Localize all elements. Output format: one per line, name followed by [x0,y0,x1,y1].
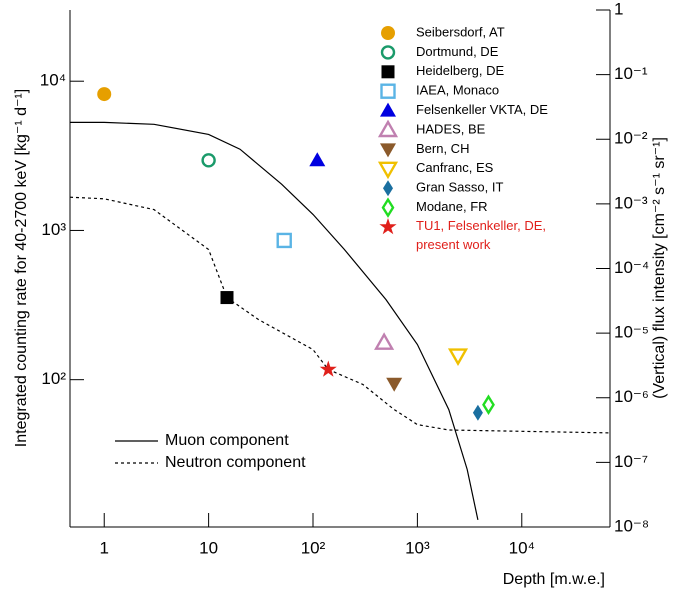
legend-marker [381,197,395,218]
y2-tick-label: 10⁻⁸ [614,516,649,535]
data-point [309,152,326,167]
y2-tick-label: 10⁻⁵ [614,323,649,342]
legend-marker [380,143,396,158]
legend-label: Canfranc, ES [416,160,494,175]
legend-label: Felsenkeller VKTA, DE [416,102,548,117]
legend-marker [379,218,397,235]
legend-label: Seibersdorf, AT [416,24,505,39]
data-point [319,360,337,377]
y2-tick-label: 10⁻² [614,129,648,148]
y2-tick-label: 10⁻¹ [614,64,648,83]
y-tick-label: 10⁴ [40,71,66,90]
y2-tick-label: 10⁻⁶ [614,387,649,406]
curve [70,196,610,434]
legend-marker [380,45,396,60]
legend-label: Dortmund, DE [416,44,499,59]
legend-marker [377,119,399,138]
y2-tick-label: 10⁻³ [614,193,648,212]
legend-label: Neutron component [165,454,306,471]
legend-marker [383,180,393,197]
legend-label: IAEA, Monaco [416,83,499,98]
data-point [447,348,469,367]
x-tick-label: 1 [99,538,108,557]
x-tick-label: 10² [301,538,326,557]
legend-marker [377,161,399,180]
legend-label: TU1, Felsenkeller, DE, present work [416,218,546,252]
curve [70,121,479,521]
legend-label: Heidelberg, DE [416,63,504,78]
data-point [482,394,495,415]
y2-axis-title: (Vertical) flux intensity [cm⁻² s⁻¹ sr⁻¹… [651,137,668,399]
legend-marker [381,65,395,79]
data-point [276,232,292,249]
legend-label: HADES, BE [416,121,486,136]
data-point [374,332,395,350]
legend-marker [380,102,396,117]
y-tick-label: 10³ [41,220,66,239]
y2-tick-label: 10⁻⁷ [614,452,648,471]
y2-tick-label: 10⁻⁴ [614,258,649,277]
y2-tick-label: 1 [614,0,623,18]
legend-label: Modane, FR [416,199,488,214]
y-tick-label: 10² [41,369,66,388]
data-point [472,404,483,421]
y-axis-title: Integrated counting rate for 40-2700 keV… [13,89,30,447]
legend-label: Gran Sasso, IT [416,180,503,195]
data-point [220,291,234,305]
data-point [97,87,112,102]
x-tick-label: 10 [199,538,218,557]
x-axis-title: Depth [m.w.e.] [503,571,605,588]
x-tick-label: 10³ [405,538,430,557]
legend-label: Muon component [165,432,289,449]
legend-label: Bern, CH [416,141,469,156]
legend-marker [381,26,395,40]
legend-marker [380,83,396,99]
x-tick-label: 10⁴ [509,538,535,557]
data-point [386,377,403,392]
data-point [201,153,216,168]
